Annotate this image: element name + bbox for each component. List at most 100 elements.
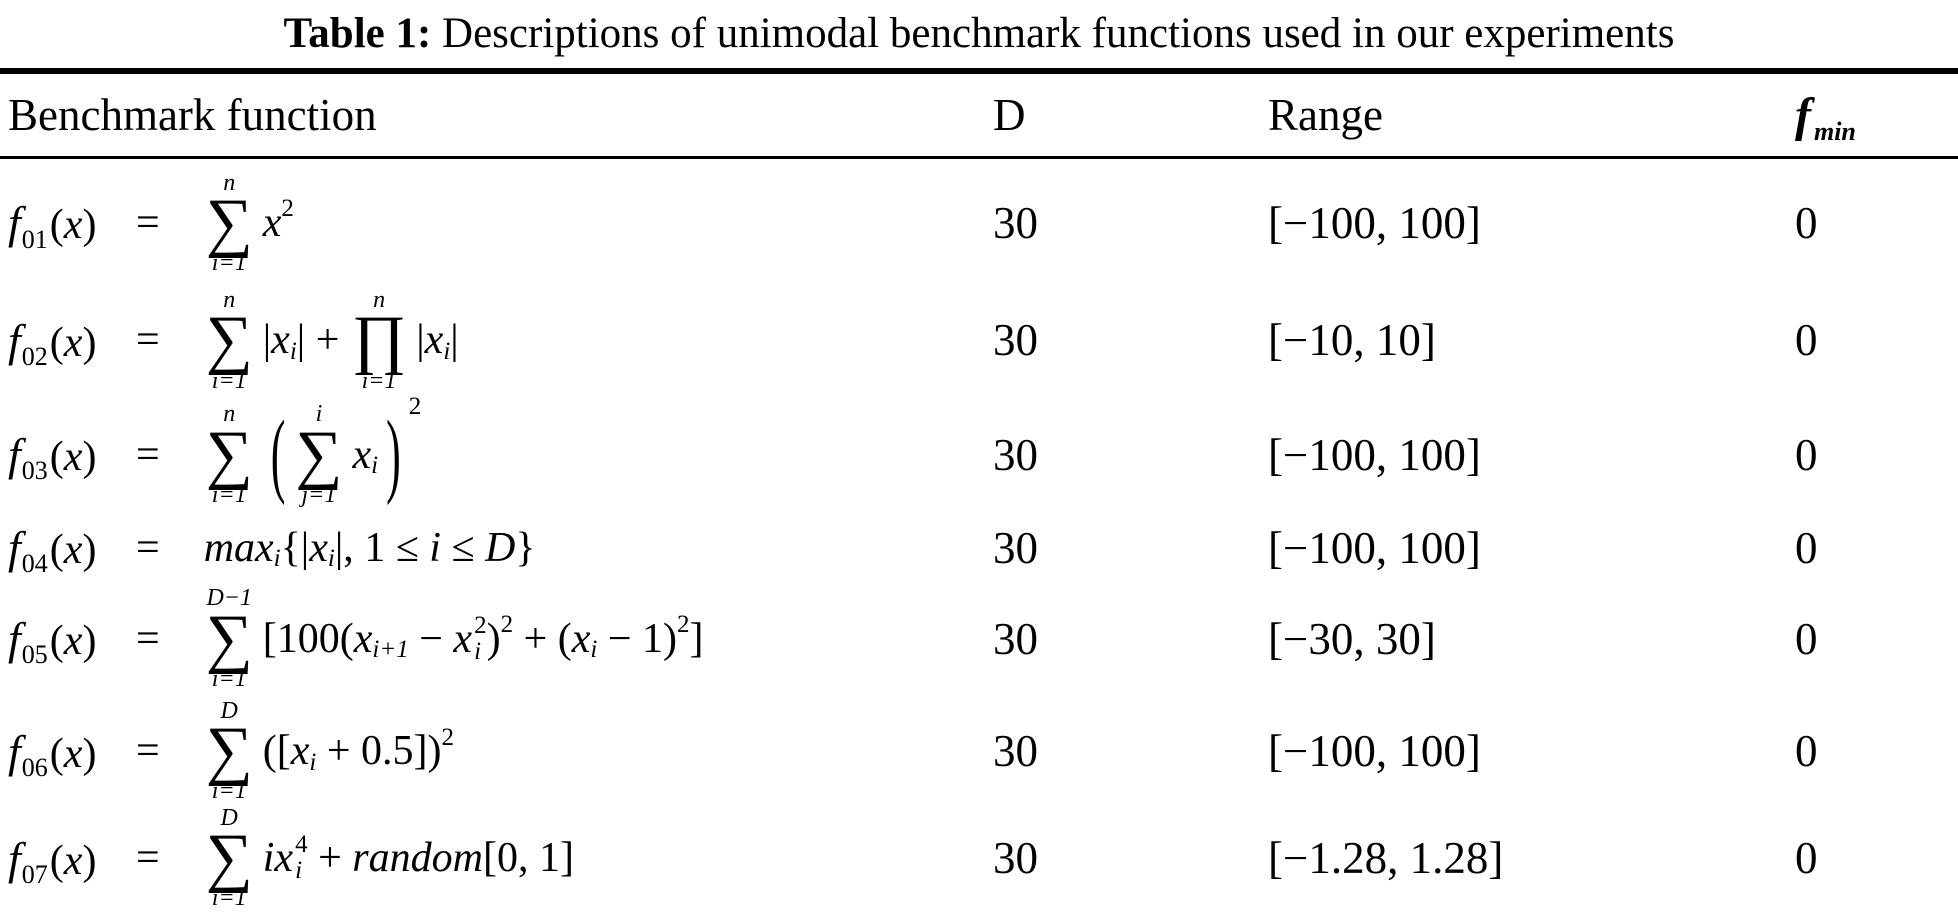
benchmark-function-equation: f 02 (x) = n ∑ i=1 | x i | + n ∏ i=1 | x i | <box>8 287 459 394</box>
summation-operator-glyph: ∑ <box>205 714 253 788</box>
subscript: i <box>273 545 281 573</box>
function-symbol: f <box>8 725 21 777</box>
table-row: f 03 (x) = n ∑ i=1(i ∑ j=1 x i) 2 30 [−100, 100] 0 <box>0 393 1958 516</box>
benchmark-function-cell: f 02 (x) = n ∑ i=1 | x i | + n ∏ i=1 | x i | <box>0 287 985 394</box>
header-fmin: f min <box>1775 88 1958 146</box>
function-label: f 07 (x) <box>8 832 120 889</box>
superscript: 2 <box>500 611 514 639</box>
term-text: x <box>424 317 444 364</box>
equals-sign: = <box>136 615 160 662</box>
formula-term: i <box>263 834 275 882</box>
summation-operator-glyph: ∑ <box>205 601 253 675</box>
open-paren: ( <box>270 401 286 507</box>
benchmark-function-equation: f 03 (x) = n ∑ i=1(i ∑ j=1 x i) 2 <box>8 393 421 508</box>
function-index: 05 <box>21 640 48 670</box>
equals-sign: = <box>136 431 160 478</box>
term-text: [0, 1] <box>482 835 574 882</box>
term-text: | <box>450 317 459 364</box>
superscript: 2 <box>677 611 690 639</box>
open-paren: ( <box>49 434 64 481</box>
summation-operator-glyph: ∑ <box>205 303 253 377</box>
close-paren: ) <box>82 730 97 777</box>
fmin-symbol: f min <box>1795 88 1856 146</box>
header-benchmark-function: Benchmark function <box>8 90 377 140</box>
summation-operator: D−1 ∑ i=1 <box>206 585 253 692</box>
term-text: } <box>515 524 536 571</box>
equals-sign: = <box>136 524 160 571</box>
open-paren: ( <box>49 527 64 574</box>
formula-term: ] <box>690 615 704 663</box>
upper-limit: n <box>223 401 236 428</box>
term-text: x <box>309 524 328 571</box>
function-argument: (x) <box>50 617 97 665</box>
lower-limit: i=1 <box>211 250 247 277</box>
subscript: i <box>474 637 482 665</box>
function-label: f 03 (x) <box>8 428 120 485</box>
function-argument: (x) <box>50 837 97 885</box>
table-caption: Table 1: Descriptions of unimodal benchm… <box>0 0 1958 68</box>
term-text: max <box>203 524 274 571</box>
formula-term: | <box>450 316 458 364</box>
formula-term: [100( <box>263 615 354 663</box>
superscript: 2 <box>281 195 294 223</box>
summation-operator-glyph: ∑ <box>205 185 253 259</box>
header-rule <box>0 156 1958 159</box>
function-argument: (x) <box>50 433 97 481</box>
function-label: f 06 (x) <box>8 725 120 782</box>
equals-sign: = <box>136 317 160 364</box>
subscript: i <box>327 545 335 573</box>
function-label: f 05 (x) <box>8 612 120 669</box>
function-index: 07 <box>21 859 48 889</box>
subscript: i <box>295 857 303 885</box>
header-dimension: D <box>993 90 1026 140</box>
close-paren: ) <box>82 202 97 249</box>
equals-sign: = <box>136 835 160 882</box>
term-text: ([ <box>262 728 291 775</box>
formula-term: max i <box>204 524 281 572</box>
function-symbol: f <box>8 613 21 665</box>
benchmark-function-cell: f 06 (x) = D ∑ i=1([x i + 0.5]) 2 <box>0 698 985 805</box>
formula-term: [0, 1] <box>483 834 574 882</box>
term-text: x <box>353 615 373 662</box>
function-index: 04 <box>21 549 48 579</box>
term-text: + <box>307 835 353 882</box>
group-content: i ∑ j=1 x i <box>293 401 378 508</box>
benchmark-function-equation: f 07 (x) = D ∑ i=1 i x 4 i + random [0, 1] <box>8 805 574 912</box>
open-paren: ( <box>49 730 64 777</box>
table-row: f 04 (x) = max i {| x i |, 1 ≤ i ≤ D} 30 [−100, 100… <box>0 516 1958 580</box>
equals-sign: = <box>136 199 160 246</box>
formula-term: |, 1 ≤ <box>335 524 429 572</box>
open-paren: ( <box>49 837 64 884</box>
function-symbol: f <box>8 522 21 574</box>
formula-term: + <box>308 834 353 882</box>
term-text: ] <box>689 615 704 662</box>
fmin-cell: 0 <box>1795 833 1818 884</box>
subscript: i+1 <box>372 636 409 664</box>
table-row: f 06 (x) = D ∑ i=1([x i + 0.5]) 2 30 [−100, 100] 0 <box>0 698 1958 805</box>
fmin-cell: 0 <box>1795 726 1818 777</box>
subscript: i <box>289 337 297 365</box>
formula-term: | + <box>297 316 350 364</box>
fmin-cell: 0 <box>1795 429 1818 480</box>
term-text: i <box>262 835 275 882</box>
lower-limit: j=1 <box>301 481 337 508</box>
upper-limit: n <box>223 287 236 313</box>
top-rule <box>0 68 1958 74</box>
term-text: + 0.5]) <box>316 728 442 775</box>
table-row: f 02 (x) = n ∑ i=1 | x i | + n ∏ i=1 | x i | 30 [−10, 10] 0 <box>0 287 1958 394</box>
open-paren: ( <box>49 618 64 665</box>
term-text: x <box>571 615 591 662</box>
summation-operator: D ∑ i=1 <box>206 805 253 912</box>
term-text: | + <box>296 317 350 364</box>
benchmark-function-equation: f 04 (x) = max i {| x i |, 1 ≤ i ≤ D} <box>8 521 536 578</box>
function-argument: (x) <box>50 319 97 367</box>
term-text: x <box>274 835 294 882</box>
formula-term: ≤ <box>441 524 485 572</box>
